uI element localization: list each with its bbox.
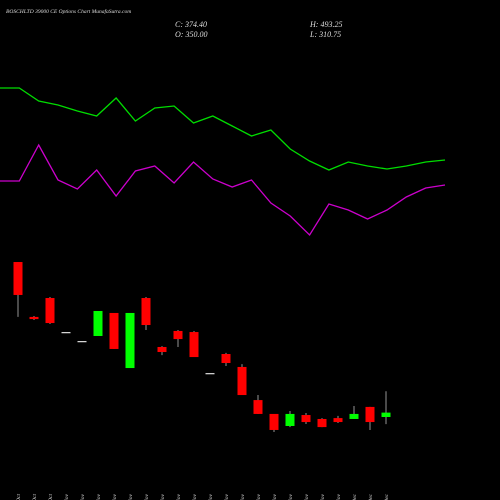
x-tick-label: 19 Nov [224,493,230,500]
candle-body [93,310,103,336]
candle-body [61,332,71,334]
x-tick-label: 25 Nov [272,493,278,500]
candle-body [301,415,311,423]
candle-body [237,366,247,396]
x-tick-label: 07 Nov [112,493,118,500]
candle-body [109,312,119,349]
candle-body [381,412,391,417]
candle-body [365,406,375,423]
candle-body [333,418,343,423]
close-label: C: 374.40 [175,20,207,29]
candle-body [13,262,23,295]
x-tick-label: 27 Nov [304,493,310,500]
x-tick-label: 08 Nov [128,493,134,500]
x-tick-label: 11 Nov [144,493,150,500]
x-tick-label: 28 Nov [320,493,326,500]
indicator-line [0,87,446,171]
x-tick-label: 03 Dec [368,493,374,500]
candle-body [189,332,199,358]
candle-body [77,341,87,343]
chart-title: BOSCHLTD 39000 CE Options Chart MunafaSu… [6,8,131,15]
x-tick-label: 18 Nov [208,493,214,500]
candle-body [45,298,55,324]
x-tick-label: 21 Nov [240,493,246,500]
candle-body [317,418,327,428]
low-label: L: 310.75 [309,30,341,39]
candle-body [157,346,167,353]
candle-body [205,373,215,375]
x-tick-label: 14 Nov [191,493,198,500]
candle-body [125,312,135,369]
x-tick-label: 29 Oct [16,494,22,500]
candle-body [221,354,231,363]
x-tick-label: 31 Oct [48,494,54,500]
x-tick-label: 04 Dec [383,493,390,500]
x-tick-label: 04 Nov [63,493,70,500]
x-tick-label: 29 Nov [336,493,342,500]
x-tick-label: 30 Oct [32,494,38,500]
x-tick-label: 26 Nov [288,493,294,500]
x-tick-label: 12 Nov [160,493,166,500]
candle-body [29,316,39,320]
x-tick-label: 06 Nov [96,493,102,500]
x-tick-label: 05 Nov [80,493,86,500]
x-tick-label: 13 Nov [176,493,182,500]
x-tick-label: 22 Nov [256,493,262,500]
candle-body [269,413,279,430]
candle-body [141,298,151,326]
candle-body [349,413,359,419]
open-label: O: 350.00 [175,30,207,39]
candle-body [285,413,295,426]
candle-body [253,400,263,414]
high-label: H: 493.25 [309,20,342,29]
x-tick-label: 02 Dec [352,493,358,500]
candle-body [173,330,183,340]
indicator-line [0,143,446,237]
